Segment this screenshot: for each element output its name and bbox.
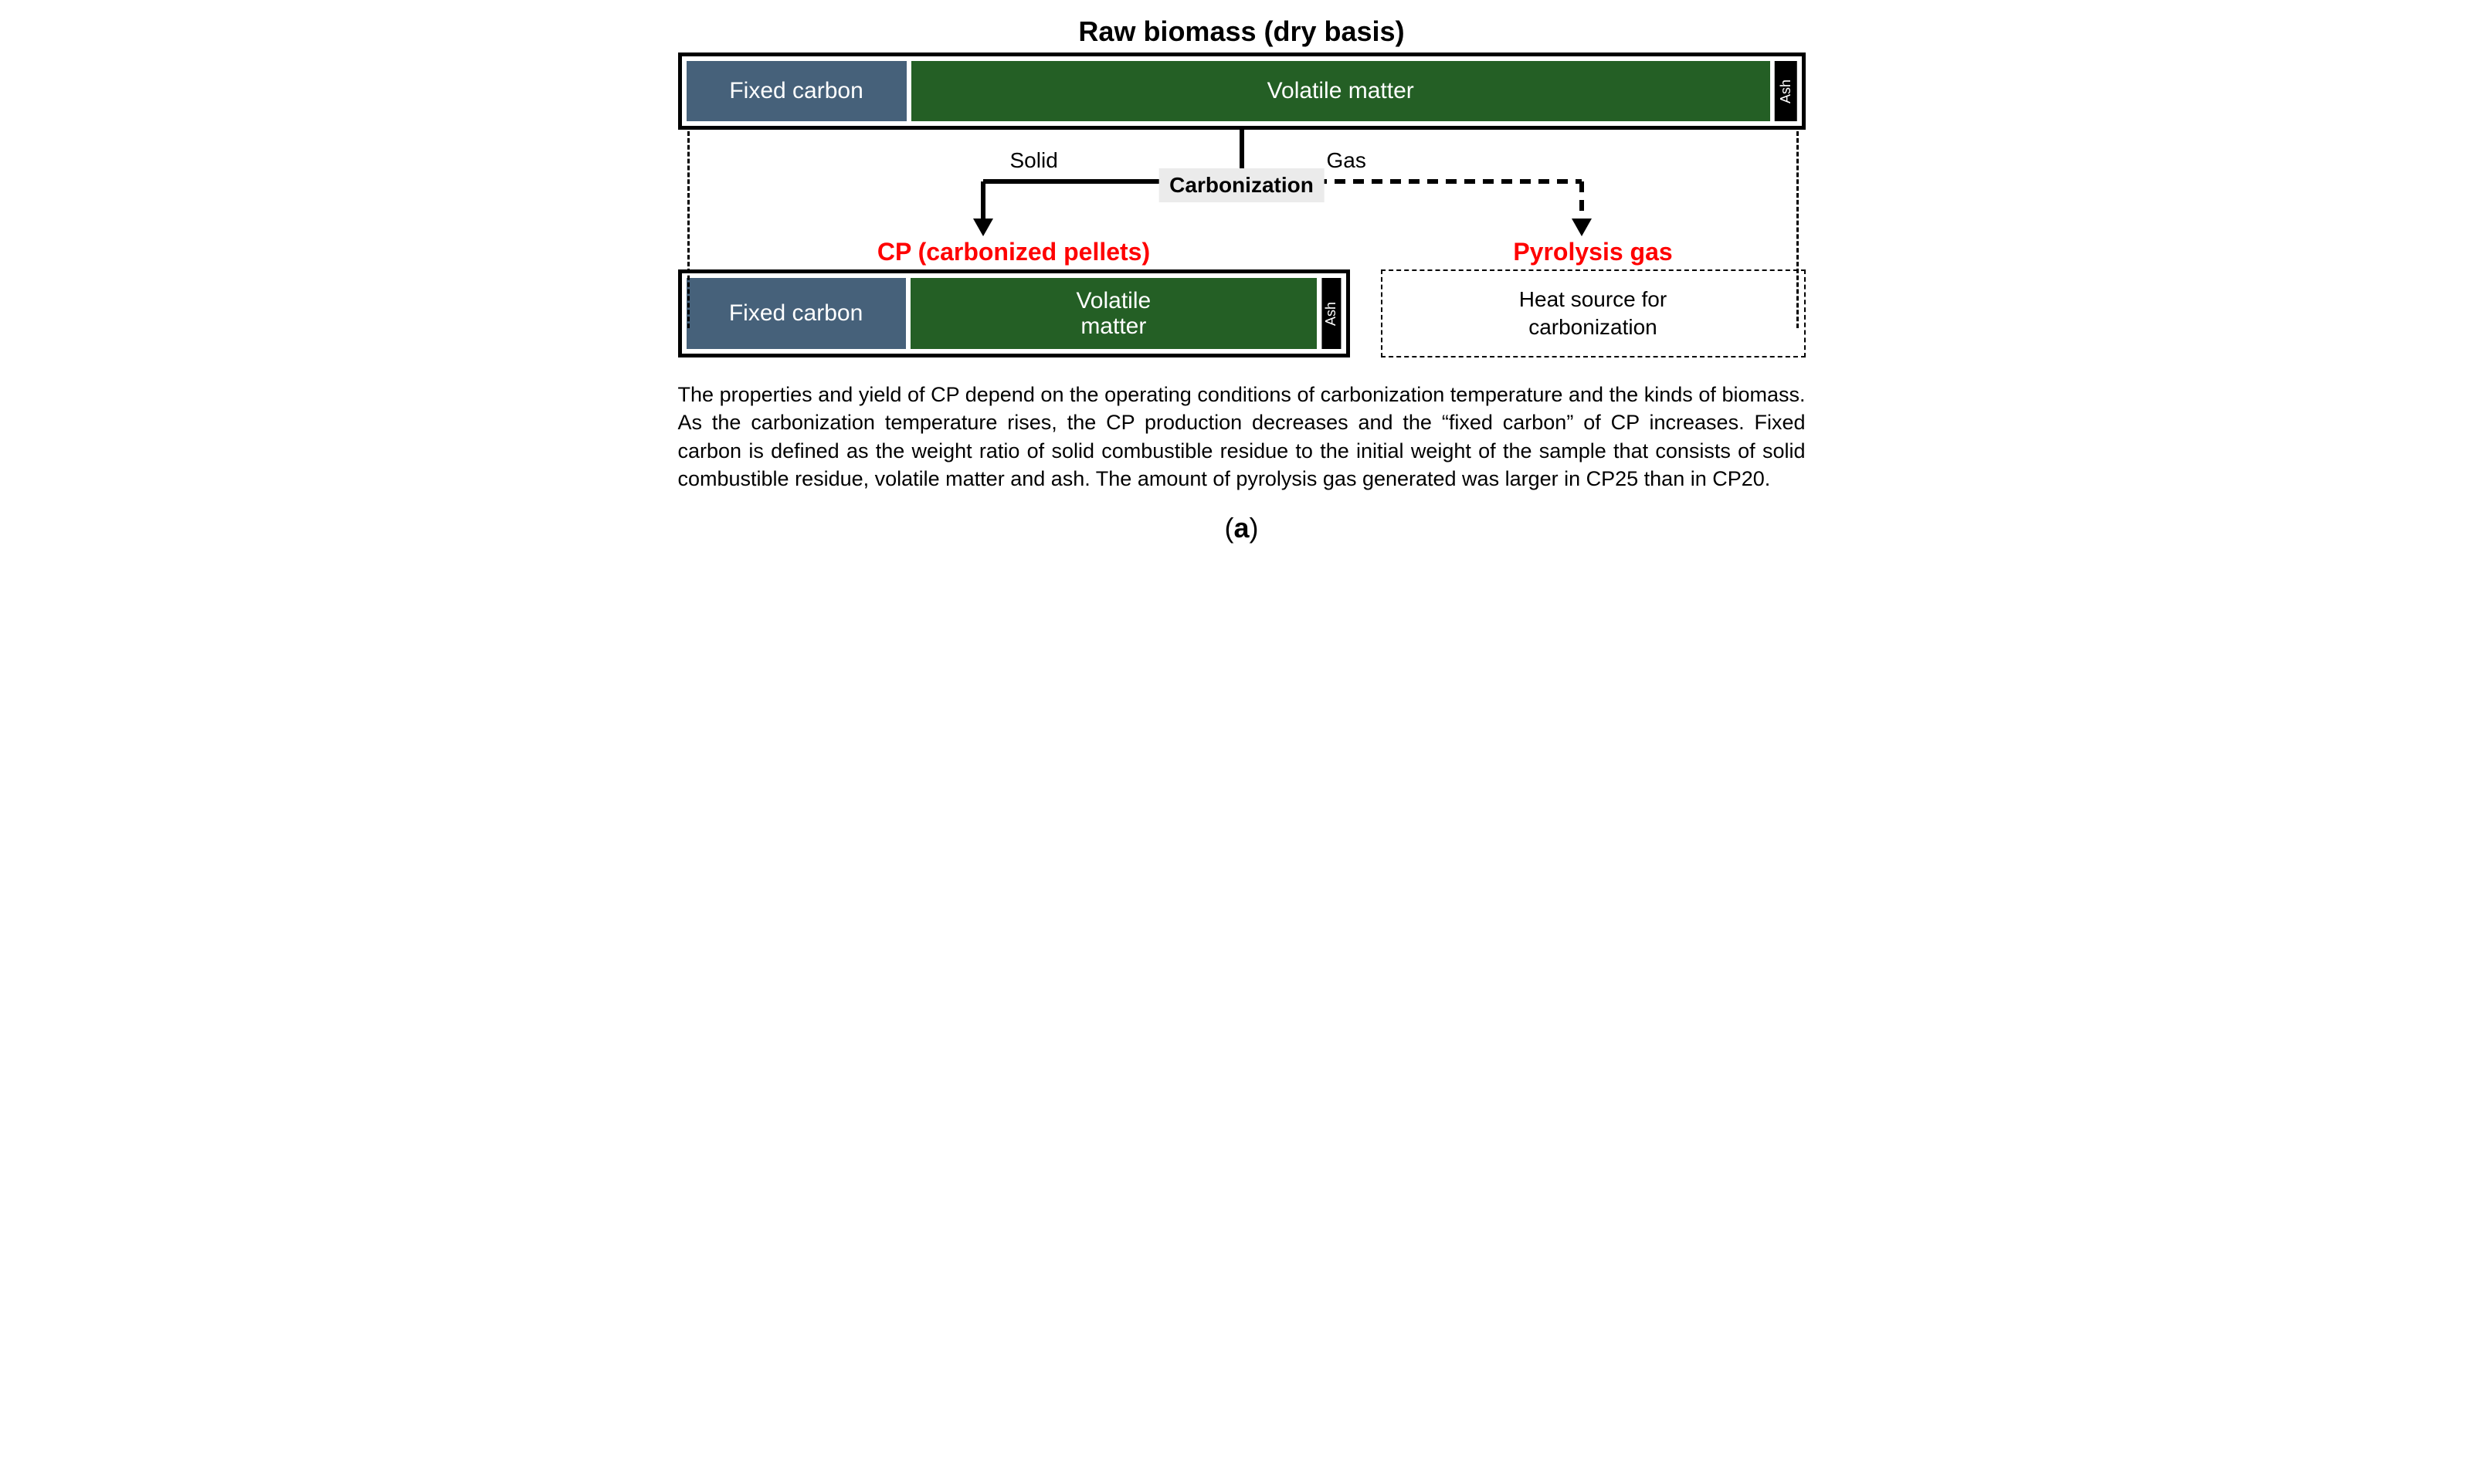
cp-volatile-line2: matter: [1080, 313, 1146, 339]
gas-box-line1: Heat source for: [1519, 287, 1667, 311]
carbonization-label: Carbonization: [1158, 168, 1325, 202]
pyrolysis-gas-title: Pyrolysis gas: [1381, 238, 1806, 266]
raw-ash-segment: Ash: [1775, 61, 1797, 121]
caption-paragraph: The properties and yield of CP depend on…: [678, 381, 1806, 493]
raw-biomass-bar: Fixed carbon Volatile matter Ash: [678, 53, 1806, 130]
figure-letter: (a): [678, 512, 1806, 544]
cp-volatile-segment: Volatile matter: [911, 278, 1317, 349]
carbonization-figure: Raw biomass (dry basis) Fixed carbon Vol…: [678, 15, 1806, 544]
cp-volatile-line1: Volatile: [1076, 288, 1151, 313]
raw-volatile-segment: Volatile matter: [911, 61, 1770, 121]
figure-letter-bold: a: [1233, 512, 1249, 544]
raw-fixed-carbon-segment: Fixed carbon: [687, 61, 907, 121]
lower-row: CP (carbonized pellets) Fixed carbon Vol…: [678, 238, 1806, 357]
cp-title: CP (carbonized pellets): [678, 238, 1350, 266]
cp-fixed-carbon-segment: Fixed carbon: [687, 278, 906, 349]
cp-block: CP (carbonized pellets) Fixed carbon Vol…: [678, 238, 1350, 357]
gas-label: Gas: [1327, 148, 1366, 173]
solid-label: Solid: [1010, 148, 1058, 173]
pyrolysis-gas-box: Heat source for carbonization: [1381, 269, 1806, 357]
raw-biomass-title: Raw biomass (dry basis): [678, 15, 1806, 48]
cp-ash-segment: Ash: [1321, 278, 1341, 349]
gas-block: Pyrolysis gas Heat source for carbonizat…: [1381, 238, 1806, 357]
arrow-zone: Solid Gas Carbonization: [678, 130, 1806, 238]
gas-box-line2: carbonization: [1528, 315, 1657, 339]
cp-bar: Fixed carbon Volatile matter Ash: [678, 269, 1350, 357]
